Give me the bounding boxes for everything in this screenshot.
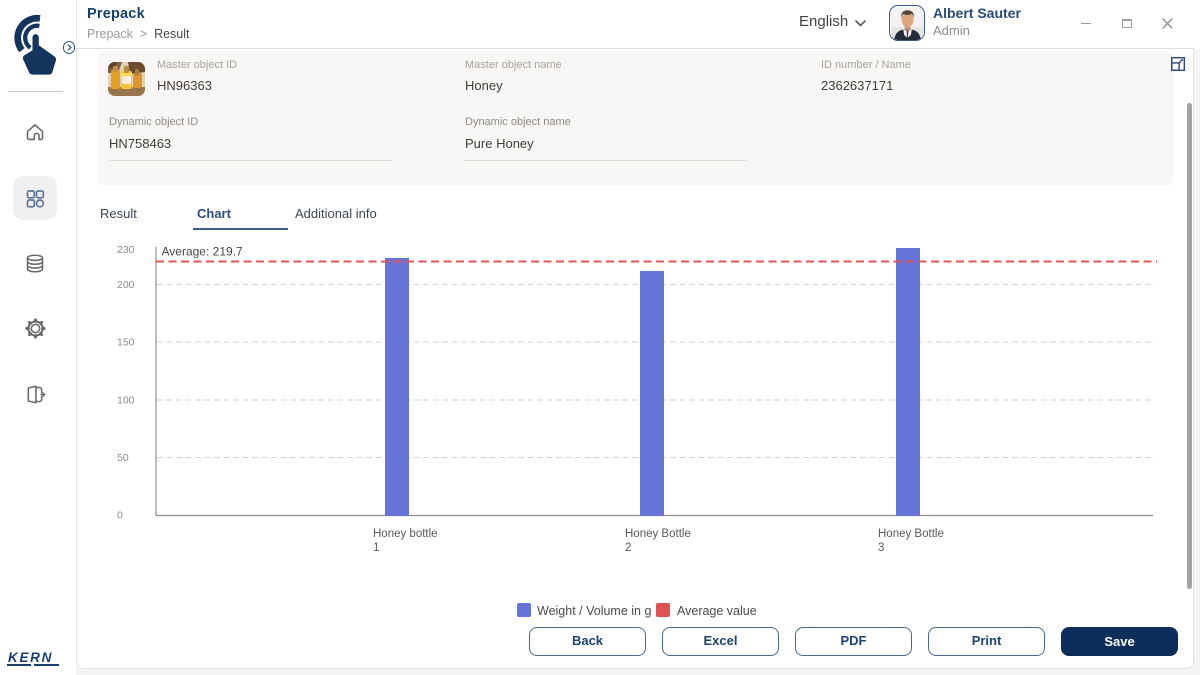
svg-text:3: 3 xyxy=(878,542,884,554)
svg-text:1: 1 xyxy=(373,542,379,554)
svg-text:Honey bottle: Honey bottle xyxy=(373,528,438,540)
svg-text:0: 0 xyxy=(117,510,123,522)
svg-text:Honey Bottle: Honey Bottle xyxy=(625,528,691,540)
svg-text:Average: 219.7: Average: 219.7 xyxy=(162,245,244,259)
svg-text:50: 50 xyxy=(117,452,129,464)
svg-text:100: 100 xyxy=(117,395,135,407)
svg-text:2: 2 xyxy=(625,542,631,554)
svg-text:Honey Bottle: Honey Bottle xyxy=(878,528,944,540)
svg-text:150: 150 xyxy=(117,337,135,349)
svg-text:230: 230 xyxy=(117,244,135,256)
svg-text:200: 200 xyxy=(117,279,135,291)
